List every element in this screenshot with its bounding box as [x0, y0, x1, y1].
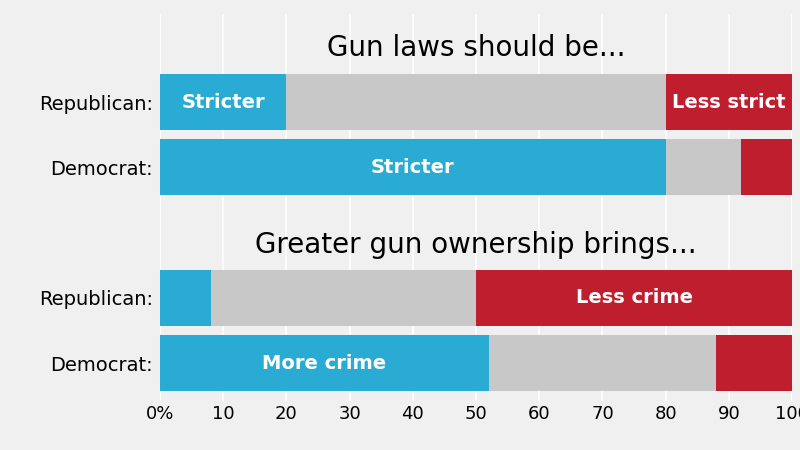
Text: Less crime: Less crime	[575, 288, 693, 307]
Text: Stricter: Stricter	[371, 158, 454, 177]
Bar	[160, 74, 286, 130]
Bar	[666, 74, 792, 130]
Bar	[716, 335, 792, 391]
Text: Stricter: Stricter	[182, 93, 265, 112]
Bar	[476, 270, 792, 326]
Bar	[210, 270, 476, 326]
Text: Less strict: Less strict	[672, 93, 786, 112]
Bar	[489, 335, 716, 391]
Text: Greater gun ownership brings...: Greater gun ownership brings...	[255, 231, 697, 259]
Bar	[160, 335, 489, 391]
Bar	[160, 270, 210, 326]
Text: Gun laws should be...: Gun laws should be...	[326, 34, 626, 62]
Bar	[742, 140, 792, 195]
Bar	[666, 140, 742, 195]
Bar	[286, 74, 666, 130]
Bar	[160, 140, 666, 195]
Text: More crime: More crime	[262, 354, 386, 373]
